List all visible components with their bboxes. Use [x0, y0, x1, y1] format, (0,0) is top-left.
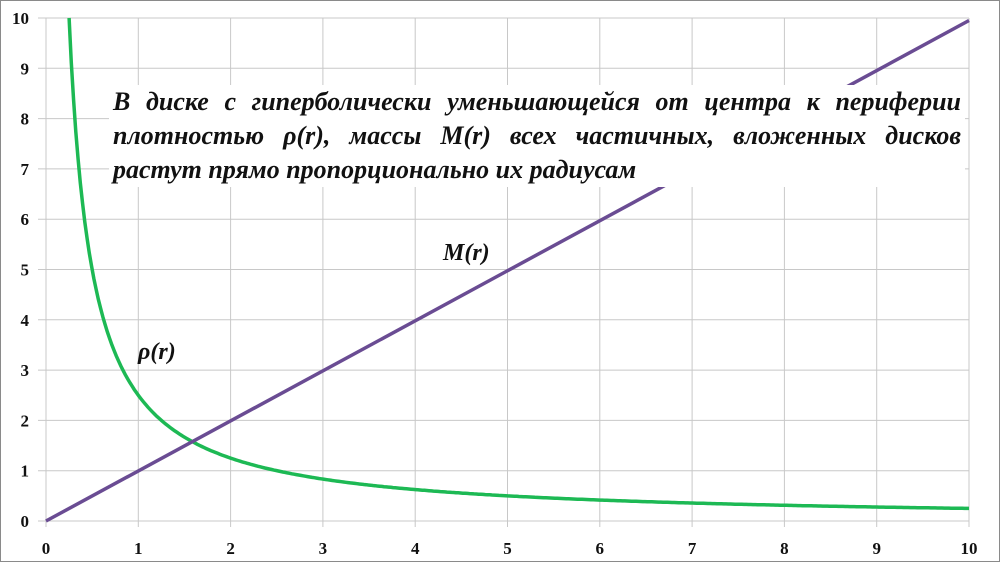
x-tick-label: 1	[134, 539, 143, 558]
y-tick-label: 9	[21, 59, 30, 78]
y-tick-label: 6	[21, 210, 30, 229]
x-tick-label: 8	[780, 539, 789, 558]
y-tick-label: 0	[21, 512, 30, 531]
x-tick-label: 4	[411, 539, 420, 558]
label-rho: ρ(r)	[137, 339, 176, 365]
x-tick-label: 9	[872, 539, 881, 558]
annotation-text: В диске с гиперболически уменьшающейся о…	[109, 85, 965, 187]
label-mass: M(r)	[442, 240, 490, 266]
x-tick-label: 0	[42, 539, 51, 558]
series-rho-line	[67, 17, 969, 511]
y-tick-label: 10	[12, 9, 29, 28]
x-tick-label: 7	[688, 539, 697, 558]
y-tick-label: 4	[21, 311, 30, 330]
y-tick-label: 2	[21, 411, 30, 430]
y-tick-label: 3	[21, 361, 30, 380]
x-tick-label: 3	[319, 539, 328, 558]
y-tick-label: 5	[21, 261, 30, 280]
x-tick-label: 6	[596, 539, 605, 558]
y-tick-label: 1	[21, 462, 30, 481]
x-tick-label: 10	[961, 539, 978, 558]
x-tick-label: 2	[226, 539, 235, 558]
y-tick-label: 8	[21, 110, 30, 129]
x-tick-label: 5	[503, 539, 512, 558]
y-tick-label: 7	[21, 160, 30, 179]
